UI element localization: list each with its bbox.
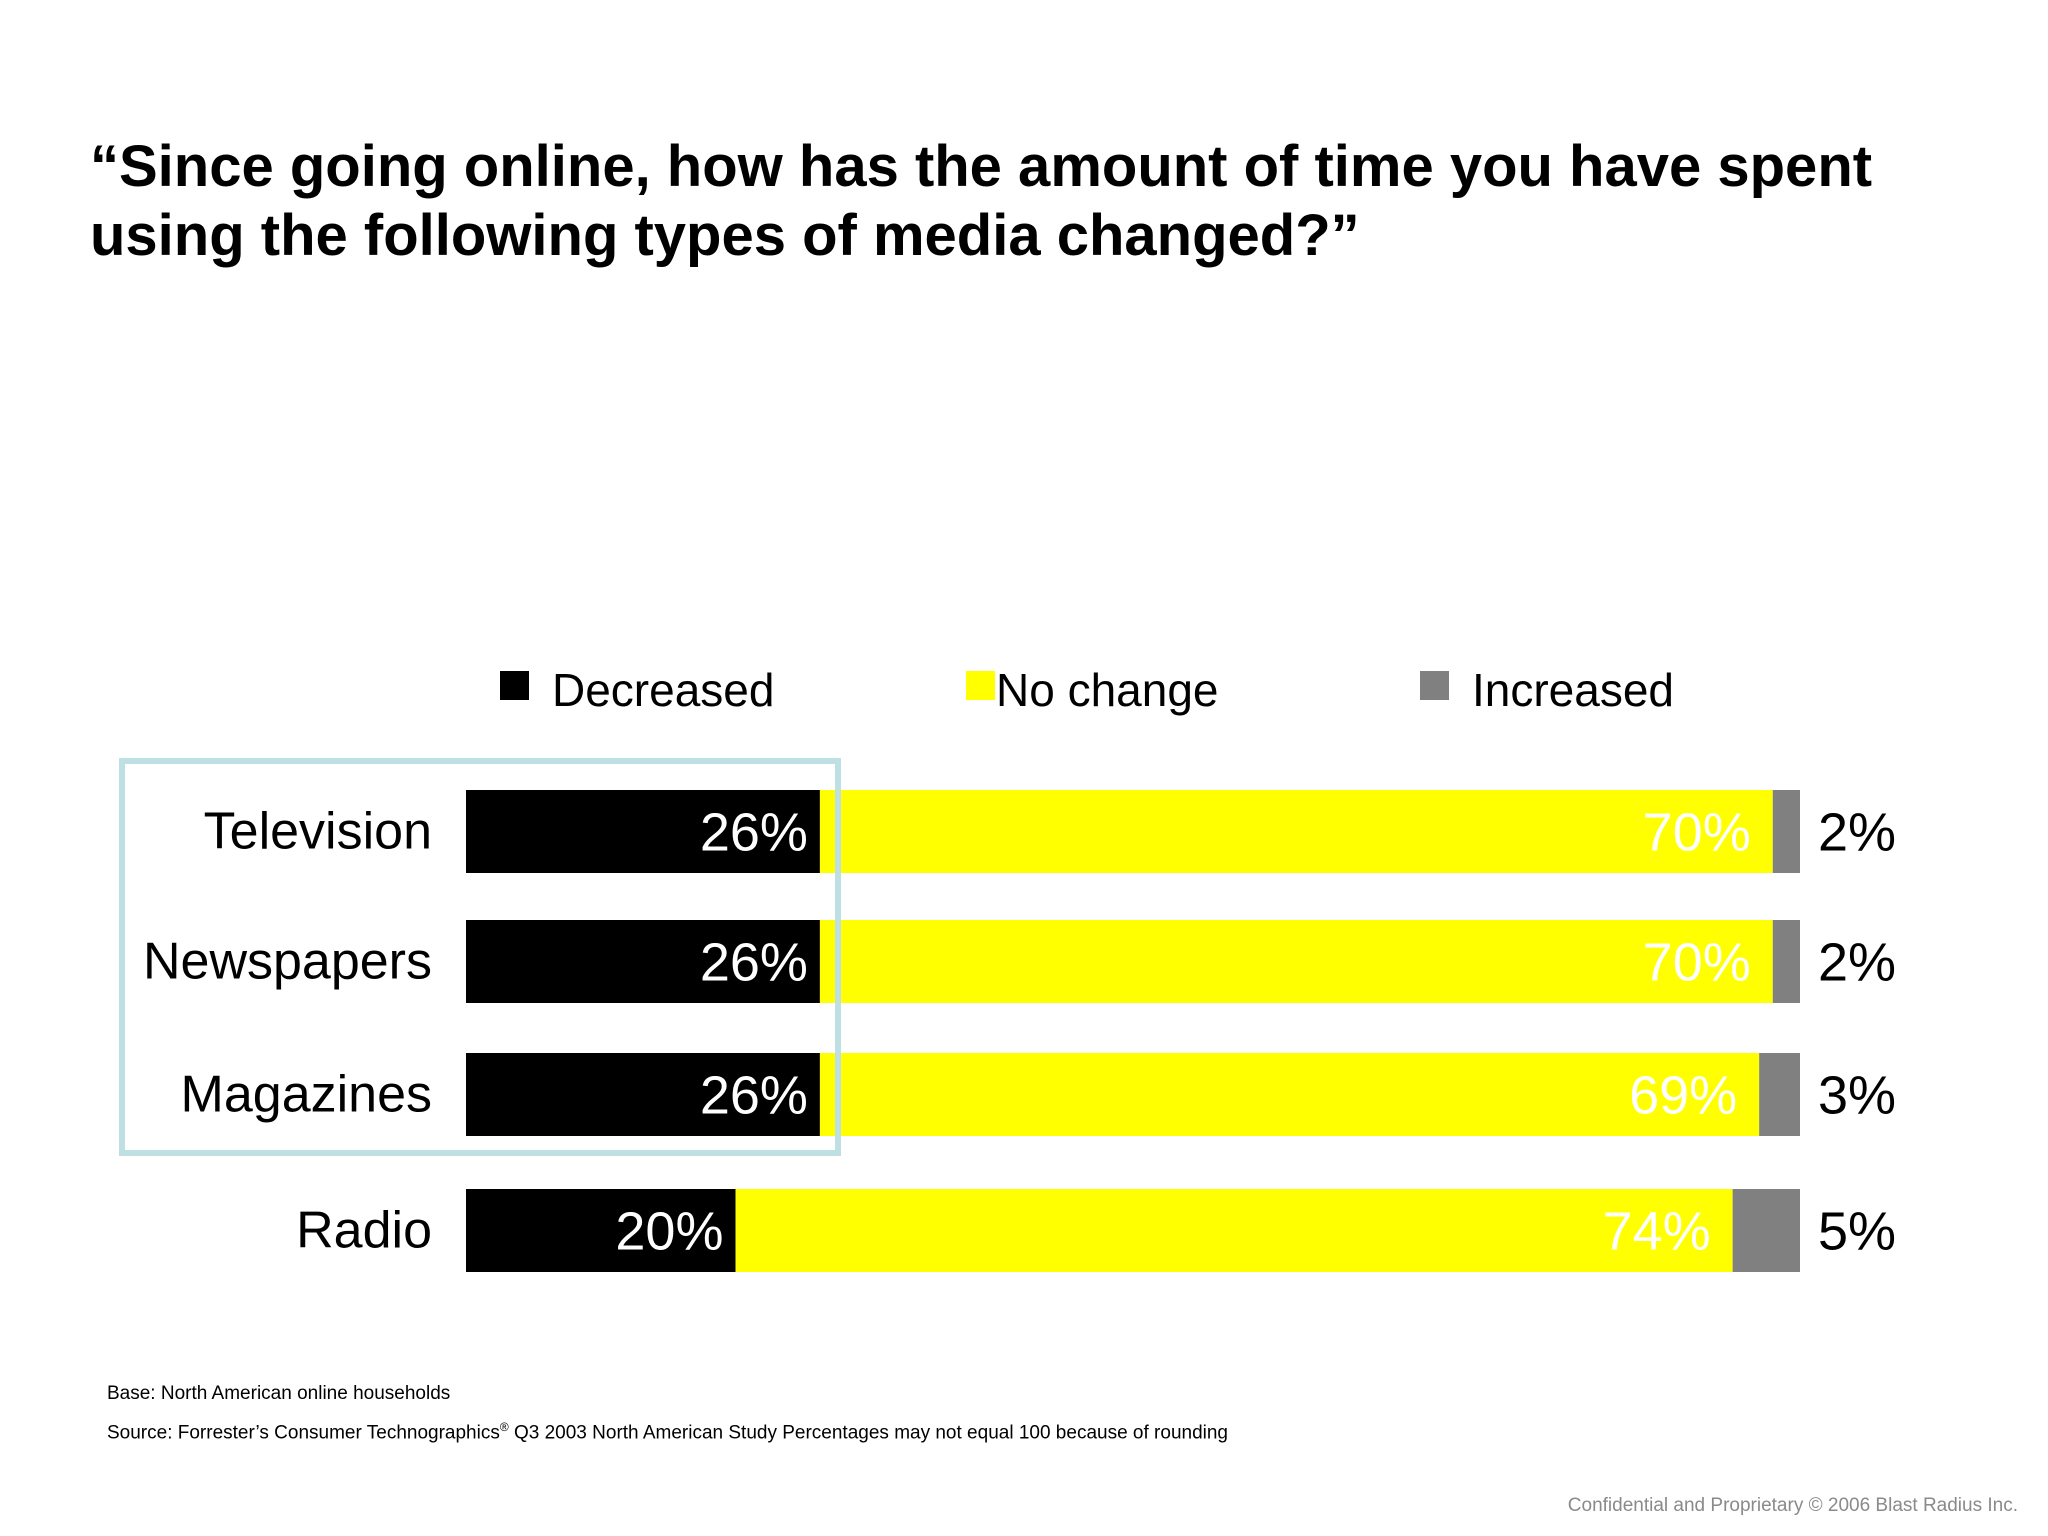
bar-increased-newspapers (1772, 920, 1800, 1003)
bar-no-change-magazines (819, 1053, 1760, 1136)
copyright-notice: Confidential and Proprietary © 2006 Blas… (1567, 1495, 2018, 1516)
data-label-decreased-newspapers: 26% (700, 933, 808, 993)
bar-no-change-radio (735, 1189, 1733, 1272)
bar-no-change-television (819, 790, 1773, 873)
data-label-increased-magazines: 3% (1818, 1066, 1896, 1126)
legend-label-decreased: Decreased (552, 664, 775, 716)
footnote-source: Source: Forrester’s Consumer Technograph… (107, 1420, 1228, 1444)
highlight-box (119, 758, 841, 1156)
legend-swatch-no-change (966, 671, 995, 700)
stacked-bar-chart: Television 26% 70% 2% Newspapers 26% 70% 2% Maga… (143, 790, 1896, 1272)
page-title: “Since going online, how has the amount … (90, 134, 1873, 268)
bar-increased-television (1772, 790, 1800, 873)
footnote-base: Base: North American online households (107, 1383, 451, 1404)
bar-decreased-radio (466, 1189, 736, 1272)
bar-increased-magazines (1759, 1053, 1800, 1136)
category-label-newspapers: Newspapers (143, 933, 432, 991)
data-label-no-change-radio: 74% (1603, 1202, 1711, 1262)
data-label-decreased-radio: 20% (615, 1202, 723, 1262)
data-label-decreased-magazines: 26% (700, 1066, 808, 1126)
footnote-source-prefix: Source: Forrester’s Consumer Technograph… (107, 1422, 500, 1444)
bar-decreased-television (466, 790, 820, 873)
category-label-radio: Radio (296, 1202, 432, 1260)
registered-mark: ® (499, 1420, 509, 1434)
bar-decreased-newspapers (466, 920, 820, 1003)
legend-swatch-increased (1420, 671, 1449, 700)
data-label-increased-radio: 5% (1818, 1202, 1896, 1262)
bar-no-change-newspapers (819, 920, 1773, 1003)
footnote-source-suffix: Q3 2003 North American Study Percentages… (508, 1422, 1228, 1444)
legend-swatch-decreased (500, 671, 529, 700)
data-label-increased-television: 2% (1818, 803, 1896, 863)
category-label-magazines: Magazines (181, 1066, 432, 1124)
data-label-increased-newspapers: 2% (1818, 933, 1896, 993)
data-label-decreased-television: 26% (700, 803, 808, 863)
bar-decreased-magazines (466, 1053, 820, 1136)
bar-increased-radio (1732, 1189, 1800, 1272)
legend-label-no-change: No change (996, 664, 1219, 716)
legend-label-increased: Increased (1472, 664, 1675, 716)
data-label-no-change-newspapers: 70% (1643, 933, 1751, 993)
data-label-no-change-television: 70% (1643, 803, 1751, 863)
category-label-television: Television (204, 803, 432, 861)
data-label-no-change-magazines: 69% (1629, 1066, 1737, 1126)
